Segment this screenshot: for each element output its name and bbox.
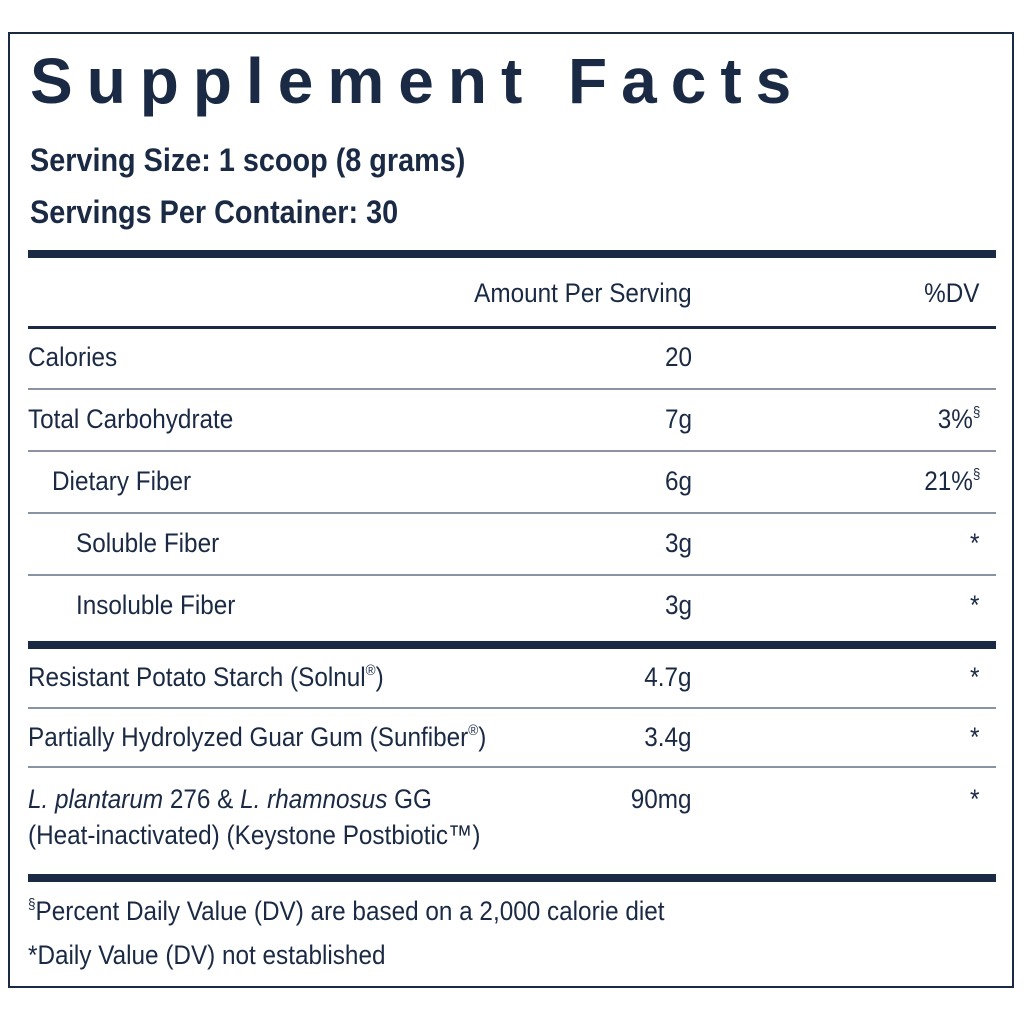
- row-dv: 21%§: [924, 466, 980, 497]
- rule: [28, 641, 996, 649]
- rule: [28, 707, 996, 709]
- footnote-symbol: §: [28, 896, 36, 913]
- header-dv: %DV: [924, 278, 980, 308]
- name-part: L. plantarum: [28, 784, 164, 814]
- row-amount: 6g: [664, 466, 692, 496]
- row-amount: 4.7g: [644, 662, 692, 692]
- footnote: §Percent Daily Value (DV) are based on a…: [28, 896, 665, 927]
- name-mark: ®: [365, 662, 376, 679]
- row-name: Partially Hydrolyzed Guar Gum (Sunfiber®…: [28, 722, 486, 753]
- row-name: L. plantarum 276 & L. rhamnosus GG: [28, 784, 432, 815]
- row-name: Dietary Fiber: [52, 466, 192, 496]
- name-mark: ®: [468, 722, 479, 739]
- row-name: Insoluble Fiber: [76, 590, 236, 620]
- rule: [28, 512, 996, 514]
- row-amount: 20: [664, 342, 692, 372]
- footnote: *Daily Value (DV) not established: [28, 940, 386, 970]
- supplement-facts-panel: Supplement Facts Serving Size: 1 scoop (…: [8, 32, 1014, 988]
- name-end: ): [478, 722, 487, 752]
- row-name: Total Carbohydrate: [28, 404, 234, 434]
- title: Supplement Facts: [30, 45, 806, 117]
- rule: [28, 450, 996, 452]
- rule: [28, 574, 996, 576]
- row-name: Soluble Fiber: [76, 528, 220, 558]
- rule: [28, 250, 996, 258]
- row-dv: *: [970, 784, 980, 814]
- name-part: L. rhamnosus: [240, 784, 388, 814]
- name-text: Resistant Potato Starch (Solnul: [28, 662, 366, 692]
- serving-size: Serving Size: 1 scoop (8 grams): [30, 142, 466, 178]
- rule: [28, 766, 996, 768]
- dv-note: §: [972, 466, 980, 483]
- row-dv: *: [970, 722, 980, 752]
- dv-value: 21%: [923, 466, 973, 496]
- row-dv: *: [970, 528, 980, 558]
- row-amount: 3g: [664, 528, 692, 558]
- dv-note: §: [972, 404, 980, 421]
- row-dv: *: [970, 662, 980, 692]
- rule: [28, 874, 996, 882]
- row-amount: 3g: [664, 590, 692, 620]
- row-dv: *: [970, 590, 980, 620]
- row-amount: 3.4g: [644, 722, 692, 752]
- row-amount: 7g: [664, 404, 692, 434]
- name-part: GG: [394, 784, 432, 814]
- rule: [28, 326, 996, 329]
- row-name-line2: (Heat-inactivated) (Keystone Postbiotic™…: [28, 820, 481, 850]
- name-text: Partially Hydrolyzed Guar Gum (Sunfiber: [28, 722, 469, 752]
- row-name: Calories: [28, 342, 118, 372]
- footnote-text: Percent Daily Value (DV) are based on a …: [35, 896, 665, 926]
- dv-value: 3%: [937, 404, 973, 434]
- name-part: 276 &: [169, 784, 234, 814]
- header-amount: Amount Per Serving: [474, 278, 692, 308]
- row-name: Resistant Potato Starch (Solnul®): [28, 662, 384, 693]
- row-dv: 3%§: [937, 404, 980, 435]
- row-amount: 90mg: [631, 784, 692, 814]
- servings-per-container: Servings Per Container: 30: [30, 194, 399, 230]
- rule: [28, 388, 996, 390]
- name-end: ): [375, 662, 384, 692]
